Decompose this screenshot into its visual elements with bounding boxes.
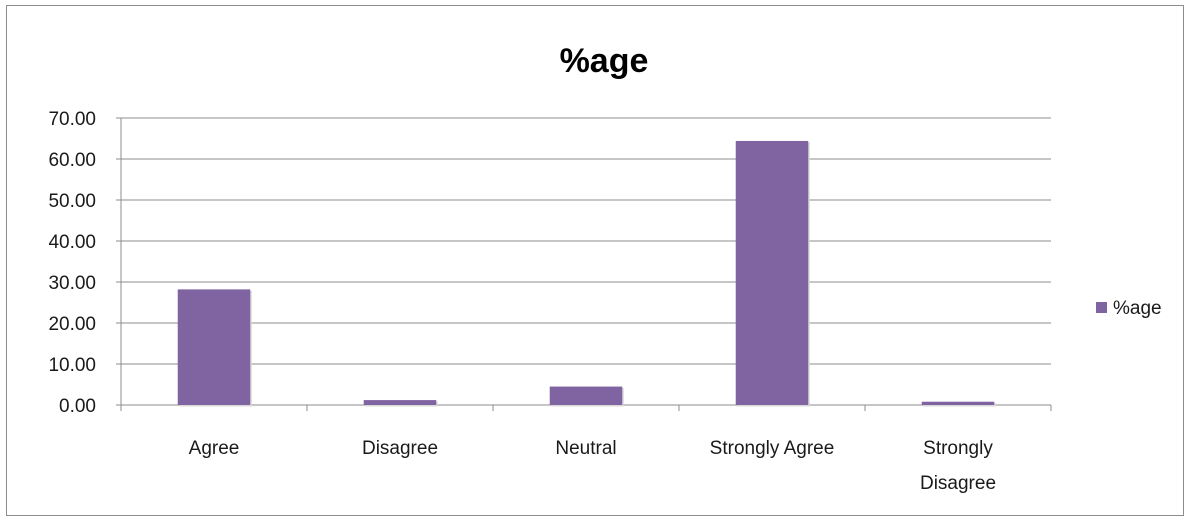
x-tick-label: Strongly <box>923 438 993 459</box>
x-tick-label: Strongly Agree <box>710 438 835 459</box>
x-tick-label: Neutral <box>555 438 616 459</box>
y-tick-label: 50.00 <box>48 191 96 212</box>
legend-label: %age <box>1113 298 1162 319</box>
x-tick-label: Agree <box>189 438 240 459</box>
bar <box>363 400 437 405</box>
bar <box>735 140 809 405</box>
bar <box>921 401 995 405</box>
y-tick-label: 70.00 <box>48 109 96 130</box>
bars <box>177 140 996 407</box>
bar <box>549 386 623 405</box>
chart-title: %age <box>560 42 649 80</box>
y-tick-label: 40.00 <box>48 232 96 253</box>
x-tick-label: Disagree <box>920 473 996 494</box>
x-tick-label: Disagree <box>362 438 438 459</box>
y-tick-label: 0.00 <box>59 396 96 417</box>
gridlines <box>121 117 1051 365</box>
axes <box>116 117 1052 411</box>
y-tick-label: 60.00 <box>48 150 96 171</box>
bar <box>177 289 251 405</box>
y-tick-labels: 0.00 10.00 20.00 30.00 40.00 50.00 60.00 70.00 <box>48 109 96 417</box>
y-tick-label: 10.00 <box>48 355 96 376</box>
y-tick-label: 20.00 <box>48 314 96 335</box>
legend: %age <box>1096 298 1162 319</box>
chart-frame <box>6 5 1184 516</box>
x-tick-labels: Agree Disagree Neutral Strongly Agree Strong… <box>189 438 996 494</box>
legend-swatch <box>1096 302 1107 313</box>
y-tick-label: 30.00 <box>48 273 96 294</box>
